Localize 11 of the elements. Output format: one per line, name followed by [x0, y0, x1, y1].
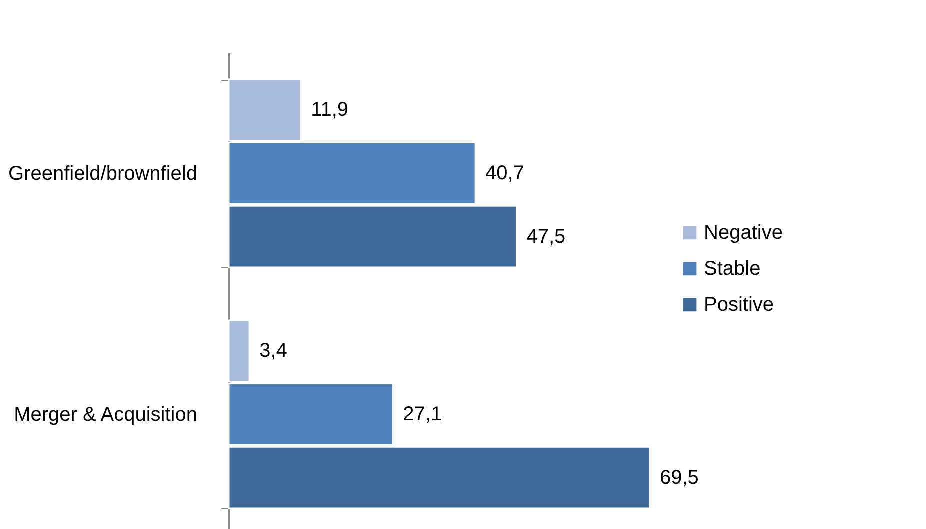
- legend-label: Stable: [704, 258, 761, 280]
- data-label: 40,7: [486, 162, 524, 184]
- legend-label: Negative: [704, 222, 783, 244]
- data-label: 11,9: [311, 99, 349, 122]
- data-label: 47,5: [526, 226, 566, 248]
- y-tick-label: Merger & Acquisition: [14, 404, 198, 426]
- data-label: 27,1: [403, 404, 442, 426]
- y-tick-label: Greenfield/brownfield: [8, 163, 198, 185]
- data-label: 3,4: [260, 340, 288, 362]
- data-label: 69,5: [660, 466, 699, 489]
- legend-label: Positive: [704, 294, 774, 316]
